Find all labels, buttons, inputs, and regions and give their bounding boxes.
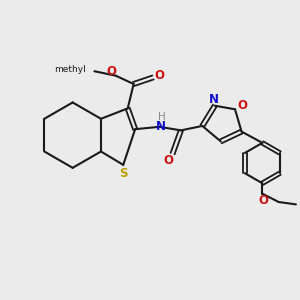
Text: H: H [158,112,166,122]
Text: O: O [154,70,164,83]
Text: O: O [258,194,268,207]
Text: O: O [237,99,248,112]
Text: N: N [209,93,219,106]
Text: methyl: methyl [54,65,86,74]
Text: N: N [156,120,166,133]
Text: O: O [163,154,173,166]
Text: S: S [120,167,128,180]
Text: O: O [106,65,116,78]
